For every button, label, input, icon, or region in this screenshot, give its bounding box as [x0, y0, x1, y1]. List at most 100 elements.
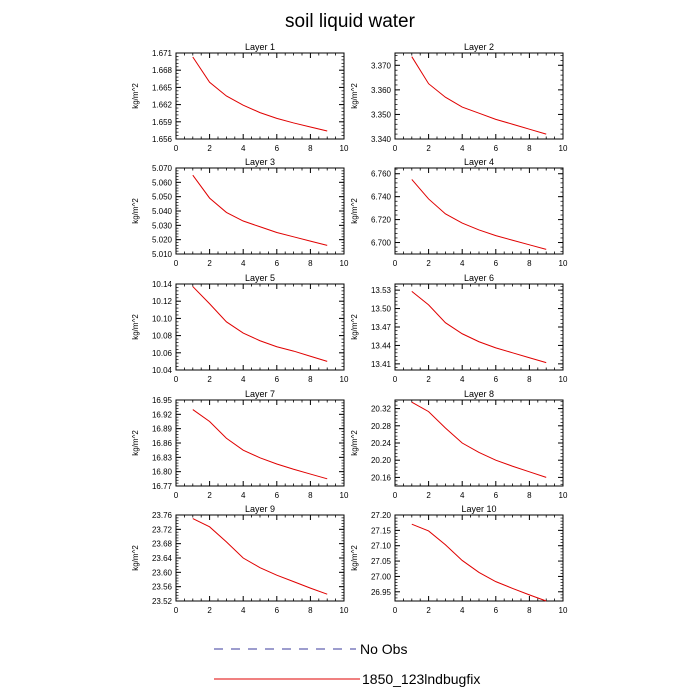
- y-tick-label: 27.10: [371, 542, 392, 551]
- x-tick-label: 6: [275, 144, 280, 153]
- y-tick-label: 5.020: [152, 236, 173, 245]
- x-tick-label: 8: [527, 375, 532, 384]
- y-tick-label: 3.340: [371, 135, 392, 144]
- y-tick-label: 1.668: [152, 66, 173, 75]
- y-tick-label: 23.60: [152, 568, 173, 577]
- y-tick-label: 27.05: [371, 557, 392, 566]
- y-tick-label: 10.06: [152, 349, 173, 358]
- x-tick-label: 0: [174, 259, 179, 268]
- y-tick-label: 16.89: [152, 425, 173, 434]
- plot-frame: [175, 283, 345, 371]
- x-tick-label: 2: [426, 491, 431, 500]
- chart-layer-10: Layer 10 0 2 4 6 8 10 26.95 27.00 27.05 27.10 27.15…: [350, 504, 568, 615]
- series-line-1850_123lndbugfix: [192, 518, 328, 595]
- x-tick-label: 8: [308, 606, 313, 615]
- y-tick-label: 10.14: [152, 280, 173, 289]
- plot-frame: [175, 167, 345, 255]
- y-axis-label: kg/m^2: [131, 83, 140, 109]
- x-tick-label: 10: [559, 144, 568, 153]
- y-tick-label: 20.16: [371, 473, 392, 482]
- y-tick-label: 16.95: [152, 396, 173, 405]
- x-tick-label: 0: [393, 606, 398, 615]
- x-tick-label: 4: [460, 375, 465, 384]
- plot-frame: [175, 514, 345, 602]
- x-tick-label: 4: [241, 606, 246, 615]
- chart-title: Layer 6: [464, 273, 494, 283]
- x-tick-label: 4: [460, 606, 465, 615]
- x-tick-label: 8: [308, 491, 313, 500]
- x-tick-label: 0: [174, 375, 179, 384]
- chart-title: Layer 10: [461, 504, 496, 514]
- x-tick-label: 2: [426, 375, 431, 384]
- y-tick-label: 20.28: [371, 422, 392, 431]
- x-tick-label: 0: [393, 259, 398, 268]
- y-tick-label: 10.10: [152, 314, 173, 323]
- y-tick-label: 26.95: [371, 588, 392, 597]
- chart-layer-2: Layer 2 0 2 4 6 8 10 3.340 3.350 3.360 3.370 kg/m^2: [350, 42, 568, 153]
- y-tick-label: 27.20: [371, 511, 392, 520]
- x-tick-label: 2: [207, 259, 212, 268]
- y-axis-label: kg/m^2: [131, 430, 140, 456]
- chart-layer-9: Layer 9 0 2 4 6 8 10 23.52 23.56 23.60 23.64 23.68 2…: [131, 504, 349, 615]
- x-tick-label: 10: [559, 606, 568, 615]
- y-tick-label: 13.50: [371, 305, 392, 314]
- chart-title: Layer 3: [245, 157, 275, 167]
- series-line-1850_123lndbugfix: [192, 174, 328, 246]
- y-tick-label: 23.52: [152, 597, 173, 606]
- series-line-1850_123lndbugfix: [192, 286, 328, 362]
- legend-label-no-obs: No Obs: [360, 641, 407, 657]
- figure-title: soil liquid water: [285, 11, 416, 32]
- y-axis-label: kg/m^2: [350, 314, 359, 340]
- x-tick-label: 2: [426, 259, 431, 268]
- chart-layer-4: Layer 4 0 2 4 6 8 10 6.700 6.720 6.740 6.760 kg/m^2: [350, 157, 568, 268]
- chart-title: Layer 4: [464, 157, 494, 167]
- x-tick-label: 6: [494, 259, 499, 268]
- chart-layer-7: Layer 7 0 2 4 6 8 10 16.77 16.80 16.83 16.86 16.89 1…: [131, 389, 349, 500]
- chart-title: Layer 7: [245, 389, 275, 399]
- x-tick-label: 6: [494, 491, 499, 500]
- y-tick-label: 5.040: [152, 207, 173, 216]
- y-tick-label: 3.360: [371, 86, 392, 95]
- y-tick-label: 1.662: [152, 101, 173, 110]
- x-tick-label: 8: [527, 144, 532, 153]
- y-tick-label: 10.12: [152, 297, 173, 306]
- x-tick-label: 2: [207, 491, 212, 500]
- x-tick-label: 6: [275, 606, 280, 615]
- y-tick-label: 5.060: [152, 178, 173, 187]
- x-tick-label: 6: [275, 491, 280, 500]
- y-tick-label: 16.80: [152, 468, 173, 477]
- x-tick-label: 8: [527, 491, 532, 500]
- y-tick-label: 23.64: [152, 554, 173, 563]
- x-tick-label: 4: [241, 375, 246, 384]
- series-line-1850_123lndbugfix: [411, 56, 547, 135]
- chart-title: Layer 2: [464, 42, 494, 52]
- y-axis-label: kg/m^2: [350, 545, 359, 571]
- x-tick-label: 10: [559, 375, 568, 384]
- chart-layer-3: Layer 3 0 2 4 6 8 10 5.010 5.020 5.030 5.040 5.050 5…: [131, 157, 349, 268]
- y-tick-label: 5.010: [152, 250, 173, 259]
- plot-frame: [175, 52, 345, 140]
- x-tick-label: 6: [275, 259, 280, 268]
- x-tick-label: 10: [559, 491, 568, 500]
- x-tick-label: 10: [340, 259, 349, 268]
- y-tick-label: 27.15: [371, 526, 392, 535]
- x-tick-label: 0: [174, 144, 179, 153]
- y-tick-label: 10.04: [152, 366, 173, 375]
- y-tick-label: 27.00: [371, 572, 392, 581]
- y-tick-label: 3.370: [371, 61, 392, 70]
- x-tick-label: 4: [241, 491, 246, 500]
- y-tick-label: 16.92: [152, 410, 173, 419]
- chart-title: Layer 8: [464, 389, 494, 399]
- y-axis-label: kg/m^2: [131, 198, 140, 224]
- x-tick-label: 0: [174, 491, 179, 500]
- y-tick-label: 23.56: [152, 583, 173, 592]
- y-axis-label: kg/m^2: [131, 314, 140, 340]
- y-tick-label: 1.665: [152, 83, 173, 92]
- chart-title: Layer 1: [245, 42, 275, 52]
- y-tick-label: 16.86: [152, 439, 173, 448]
- series-line-1850_123lndbugfix: [192, 56, 328, 132]
- x-tick-label: 8: [308, 144, 313, 153]
- x-tick-label: 4: [460, 144, 465, 153]
- chart-layer-5: Layer 5 0 2 4 6 8 10 10.04 10.06 10.08 10.10 10.12 1…: [131, 273, 349, 384]
